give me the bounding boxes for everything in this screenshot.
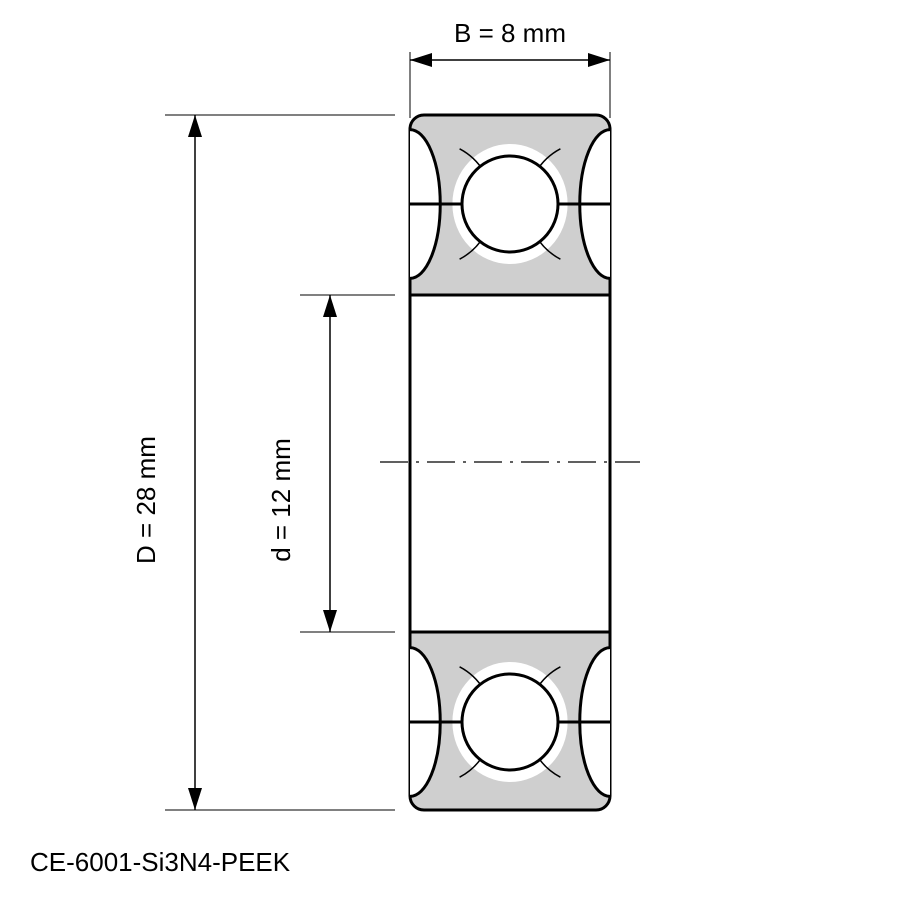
dimension-d-label: d = 12 mm: [266, 438, 296, 562]
part-number-label: CE-6001-Si3N4-PEEK: [30, 847, 290, 878]
dimension-D-label: D = 28 mm: [131, 436, 161, 564]
drawing-svg: B = 8 mm D = 28 mm d = 12 mm: [0, 0, 900, 900]
bearing-diagram: B = 8 mm D = 28 mm d = 12 mm CE-6001-Si3N4…: [0, 0, 900, 900]
dimension-B-label: B = 8 mm: [454, 18, 566, 48]
